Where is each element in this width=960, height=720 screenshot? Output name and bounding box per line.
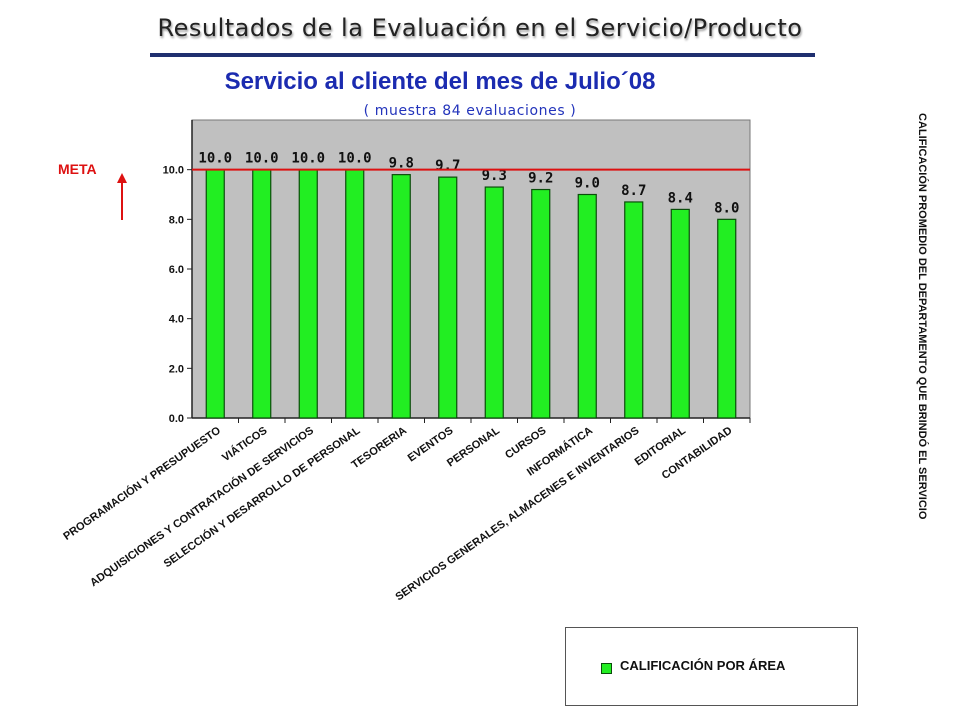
data-label: 9.3 — [482, 168, 507, 184]
title-underline — [150, 53, 815, 57]
y-tick-label: 10.0 — [163, 165, 184, 177]
bar — [345, 169, 365, 419]
meta-arrow-head — [117, 173, 127, 183]
bar — [298, 169, 318, 419]
slide-header: Resultados de la Evaluación en el Servic… — [0, 0, 960, 62]
bar — [391, 174, 411, 419]
chart-subtitle: ( muestra 84 evaluaciones ) — [363, 103, 577, 119]
y-tick-label: 2.0 — [169, 363, 184, 375]
bar — [717, 218, 737, 419]
bar — [577, 193, 597, 419]
data-label: 8.4 — [668, 190, 693, 206]
legend-label: CALIFICACIÓN POR ÁREA — [620, 658, 786, 673]
bar — [252, 169, 272, 419]
legend-swatch — [601, 663, 612, 674]
data-label: 8.0 — [714, 200, 739, 216]
data-label: 8.7 — [621, 183, 646, 199]
meta-label: META — [58, 161, 97, 177]
bar — [205, 169, 225, 419]
data-label: 10.0 — [245, 151, 279, 167]
chart-title: Servicio al cliente del mes de Julio´08 — [224, 68, 656, 95]
bar — [531, 188, 551, 419]
slide-title: Resultados de la Evaluación en el Servic… — [157, 14, 803, 42]
y-tick-label: 8.0 — [169, 214, 184, 226]
y-axis-side-label: CALIFICACIÓN PROMEDIO DEL DEPARTAMENTO Q… — [916, 113, 928, 520]
category-label: PERSONAL — [445, 424, 502, 469]
y-tick-label: 0.0 — [169, 413, 184, 425]
data-label: 9.7 — [435, 158, 460, 174]
legend: CALIFICACIÓN POR ÁREA — [565, 627, 858, 706]
bar — [670, 208, 690, 419]
category-label: CURSOS — [503, 425, 548, 462]
data-label: 9.2 — [528, 171, 553, 187]
category-label: PROGRAMACIÓN Y PRESUPUESTO — [61, 424, 224, 543]
bar — [484, 186, 504, 419]
data-label: 10.0 — [198, 151, 232, 167]
data-label: 9.0 — [575, 176, 600, 192]
data-label: 9.8 — [389, 156, 414, 172]
bar — [438, 176, 458, 419]
y-tick-label: 6.0 — [169, 264, 184, 276]
y-tick-label: 4.0 — [169, 314, 184, 326]
data-label: 10.0 — [291, 151, 325, 167]
data-label: 10.0 — [338, 151, 372, 167]
bar — [624, 201, 644, 419]
